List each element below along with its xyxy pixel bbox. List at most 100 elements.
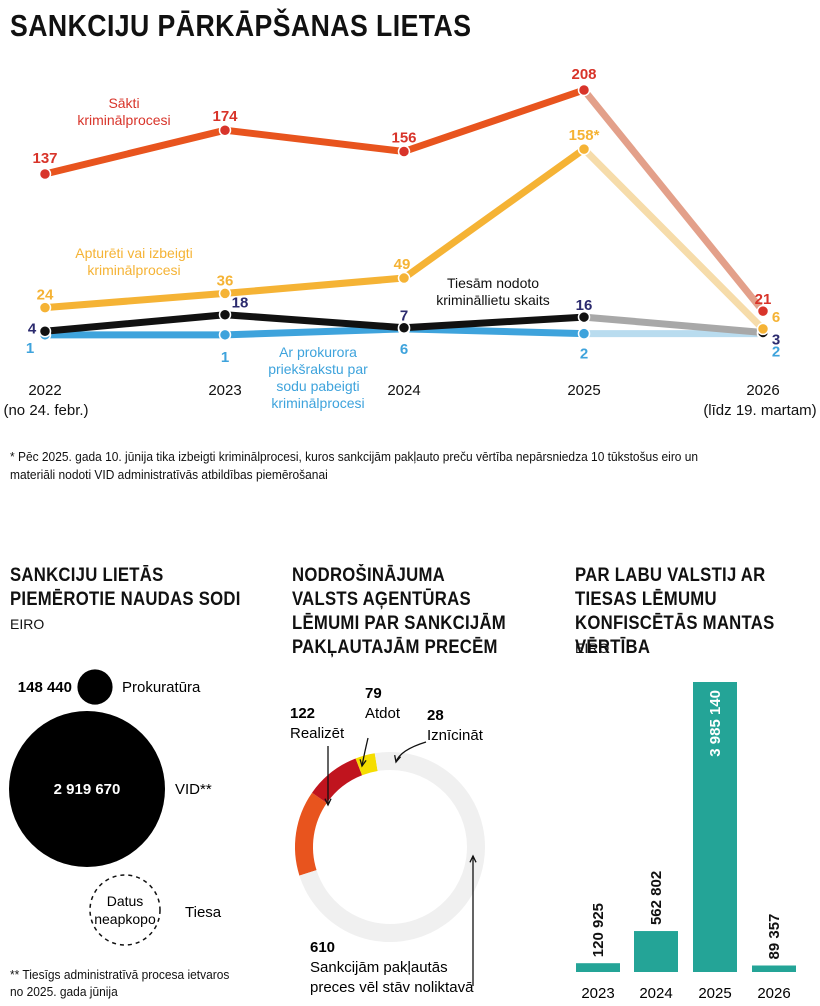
bar-value-3: 89 357 [766,914,783,960]
value-label-2-3: 16 [576,297,593,314]
bar-value-2: 3 985 140 [707,690,724,757]
bubble-prokuratura [77,669,113,705]
bar-value-0: 120 925 [590,903,607,957]
value-label-2-0: 4 [28,320,37,337]
data-point-1-2 [397,271,411,285]
footnote: * Pēc 2025. gada 10. jūnija tika izbeigt… [10,449,699,482]
arrow-realizet [324,798,332,807]
series-name-started: Sākti kriminālprocesi [77,95,170,128]
data-point-1-4 [756,322,770,336]
bars-title: PAR LABU VALSTIJ AR TIESAS LĒMUMU KONFIS… [575,565,775,658]
donut-chart: 122 Realizēt 79 Atdot 28 Iznīcināt 610 Sankcijā… [290,685,485,996]
value-label-0-4: 21 [755,291,772,308]
value-label-3-4: 2 [772,344,780,361]
value-label-2-4: 3 [772,331,780,348]
value-label-0-2: 156 [391,130,416,147]
value-label-2-1: 18 [232,295,249,312]
series-line-3 [41,325,588,339]
data-point-1-1 [218,287,232,300]
arrow-atdot [359,759,367,768]
donut-realizet-label: Realizēt [290,725,345,742]
leader-atdot [361,737,369,767]
data-point-2-0 [38,325,52,338]
data-point-1-3 [577,142,591,156]
donut-slice-2 [355,753,378,776]
bubble-value-prokuratura: 148 440 [18,679,72,696]
series-name-suspended: Apturēti vai izbeigti kriminālprocesi [75,245,193,278]
series-line-fade-2 [580,313,767,336]
fines-title: SANKCIJU LIETĀS PIEMĒROTIE NAUDAS SODI [10,565,241,610]
bar-2 [693,682,737,972]
bubble-vid [9,711,165,867]
value-label-3-1: 1 [221,349,229,366]
donut-atdot-label: Atdot [365,705,401,722]
bar-value-1: 562 802 [648,871,665,925]
x-tick-sublabel-0: (no 24. febr.) [3,402,88,419]
data-point-0-1 [218,123,232,137]
bubble-name-prokuratura: Prokuratūra [122,679,201,696]
data-point-0-0 [38,167,52,181]
bar-chart: 120 925 2023 562 802 2024 3 985 140 2025 89 35… [576,682,796,1002]
data-point-1-0 [38,301,52,314]
value-label-3-2: 6 [400,341,408,358]
donut-atdot-value: 79 [365,685,382,702]
donut-iznicinat-value: 28 [427,707,444,724]
bar-3 [752,965,796,972]
bubble-tiesa [89,874,161,946]
x-tick-label-2: 2024 [387,382,420,399]
donut-title: NODROŠINĀJUMA VALSTS AĢENTŪRAS LĒMUMI PA… [292,565,506,658]
series-line-fade-0 [580,86,767,315]
donut-realizet-value: 122 [290,705,315,722]
x-tick-label-0: 2022 [28,382,61,399]
donut-iznicinat-label: Iznīcināt [427,727,484,744]
arrow-iznicinat [394,755,402,764]
bubble-value-vid: 2 919 670 [54,781,121,798]
value-label-0-0: 137 [32,150,57,167]
donut-slice-0 [295,792,327,876]
data-point-0-4 [756,304,770,318]
bubble-chart: 148 440 Prokuratūra 2 919 670 VID** Datus nea… [9,669,222,946]
x-tick-sublabel-4: (līdz 19. martam) [703,402,816,419]
bubble-name-tiesa: Tiesa [185,904,222,921]
series-name-court: Tiesām nodoto krimināllietu skaits [436,275,550,308]
value-label-1-0: 24 [37,287,54,304]
series-name-prosecutor: Ar prokurora priekšrakstu par sodu pabeigt… [268,344,368,411]
value-label-0-1: 174 [212,108,238,125]
bar-category-3: 2026 [757,985,790,1002]
x-tick-label-3: 2025 [567,382,600,399]
data-point-2-3 [577,310,591,324]
value-label-1-1: 36 [217,272,234,289]
fines-note: ** Tiesīgs administratīvā procesa ietvar… [10,967,230,999]
value-label-1-4: 6 [772,309,780,326]
series-line-fade-1 [580,145,767,333]
bar-category-1: 2024 [639,985,672,1002]
value-label-1-3: 158* [569,127,600,144]
donut-noliktava-label: Sankcijām pakļautās preces vēl stāv nolik… [310,959,474,996]
fines-unit: EIRO [10,616,45,632]
value-label-3-0: 1 [26,340,34,357]
donut-slice-1 [312,758,363,804]
bars-unit: EIRO [575,640,610,656]
arrow-noliktava [469,854,477,863]
data-point-0-3 [577,83,591,97]
data-point-2-1 [218,308,232,321]
value-label-2-2: 7 [400,308,408,325]
data-point-3-1 [218,328,232,342]
data-point-0-2 [397,145,411,158]
bar-category-2: 2025 [698,985,731,1002]
bar-1 [634,931,678,972]
data-point-2-2 [397,321,411,334]
value-label-3-3: 2 [580,346,588,363]
bubble-value-tiesa: Datus neapkopo [94,893,156,927]
data-point-3-3 [577,327,591,340]
value-label-1-2: 49 [394,256,411,273]
value-label-0-3: 208 [571,66,596,83]
series-line-1 [41,145,588,312]
x-tick-label-4: 2026 [746,382,779,399]
series-line-2 [41,311,588,335]
bar-0 [576,963,620,972]
page-title: SANKCIJU PĀRKĀPŠANAS LIETAS [10,8,472,43]
x-tick-label-1: 2023 [208,382,241,399]
donut-slice-3 [299,752,485,942]
